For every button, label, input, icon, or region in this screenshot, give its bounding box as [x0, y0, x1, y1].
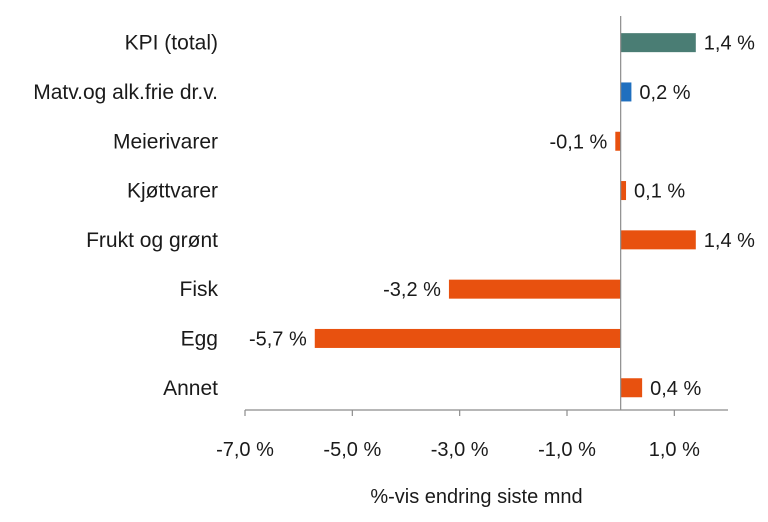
data-label-2: -0,1 %	[549, 131, 607, 153]
x-tick-label-1: -5,0 %	[323, 439, 381, 461]
category-labels-group: KPI (total) Matv.og alk.frie dr.v. Meieriv…	[33, 32, 218, 400]
category-label-4: Frukt og grønt	[86, 229, 218, 252]
bar-0	[620, 33, 696, 53]
bars-group	[314, 33, 696, 398]
bar-6	[314, 328, 621, 348]
data-label-6: -5,7 %	[249, 328, 307, 350]
bar-2	[615, 131, 621, 151]
bar-3	[620, 181, 627, 201]
category-label-6: Egg	[181, 327, 218, 350]
x-tick-label-2: -3,0 %	[431, 439, 489, 461]
x-tick-label-4: 1,0 %	[649, 439, 700, 461]
data-label-0: 1,4 %	[704, 33, 755, 55]
category-label-1: Matv.og alk.frie dr.v.	[33, 81, 218, 104]
data-labels-group: 1,4 % 0,2 % -0,1 % 0,1 % 1,4 % -3,2 % -5,7 % 0,…	[249, 33, 755, 400]
data-label-3: 0,1 %	[634, 181, 685, 203]
category-label-7: Annet	[163, 377, 218, 400]
data-label-5: -3,2 %	[383, 279, 441, 301]
bar-4	[620, 230, 696, 250]
x-tick-label-0: -7,0 %	[216, 439, 274, 461]
category-label-5: Fisk	[180, 278, 219, 301]
x-tick-label-3: -1,0 %	[538, 439, 596, 461]
bar-7	[620, 378, 643, 398]
data-label-7: 0,4 %	[650, 378, 701, 400]
data-label-4: 1,4 %	[704, 230, 755, 252]
bar-5	[448, 279, 621, 299]
x-axis-title: %-vis endring siste mnd	[370, 486, 582, 508]
category-label-2: Meierivarer	[113, 130, 218, 153]
data-label-1: 0,2 %	[639, 82, 690, 104]
category-label-0: KPI (total)	[125, 32, 218, 55]
x-ticks-group: -7,0 % -5,0 % -3,0 % -1,0 % 1,0 %	[216, 410, 700, 461]
bar-1	[620, 82, 632, 102]
category-label-3: Kjøttvarer	[127, 180, 218, 203]
